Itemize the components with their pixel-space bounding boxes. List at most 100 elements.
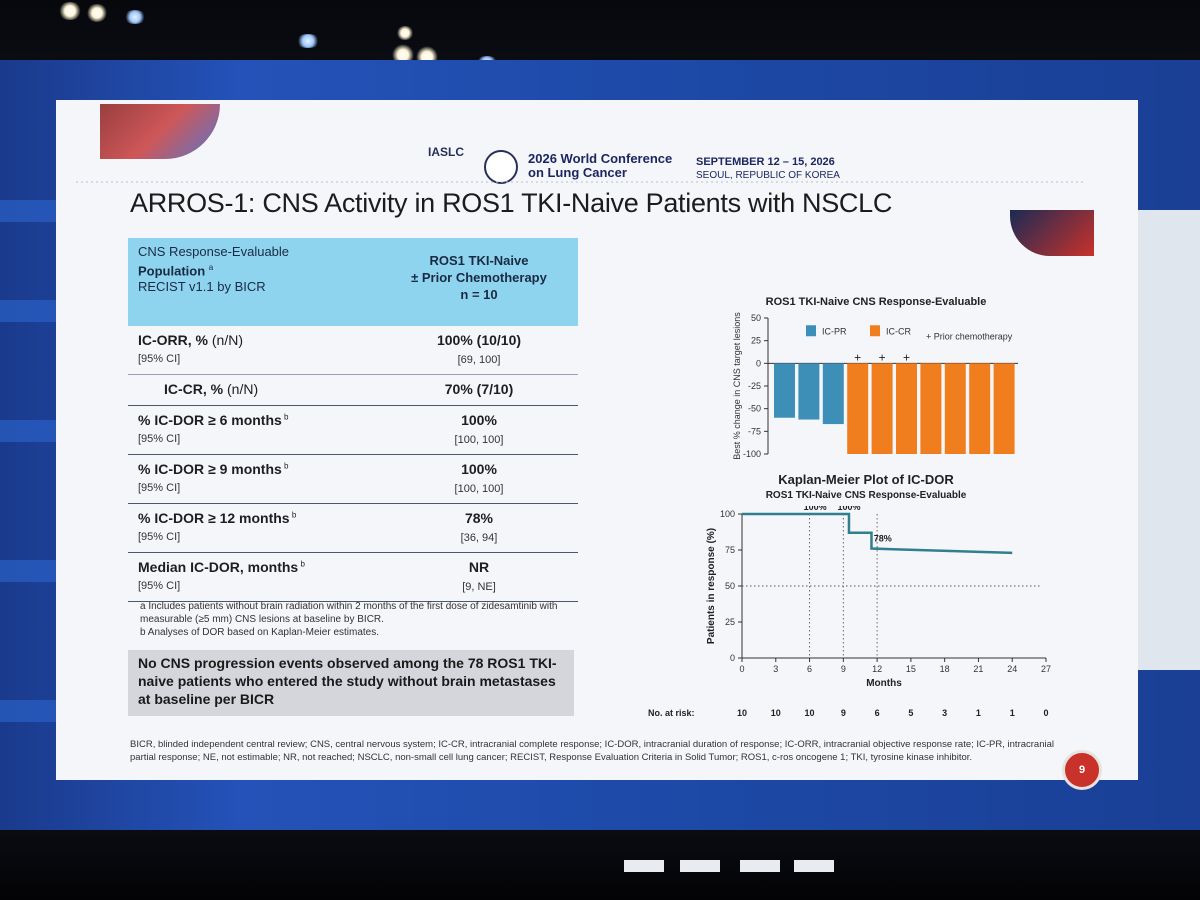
- row-ci: [100, 100]: [454, 434, 504, 446]
- km-x-tick-label: 12: [872, 664, 882, 674]
- y-tick-label: -100: [743, 449, 761, 459]
- header-left-line1: CNS Response-Evaluable: [138, 244, 290, 259]
- row-sub: [95% CI]: [138, 482, 181, 494]
- row-label: Median IC-DOR, months b: [138, 559, 305, 575]
- header-right-line2: ± Prior Chemotherapy: [411, 270, 547, 285]
- waterfall-bar: [774, 363, 795, 418]
- table-row: % IC-DOR ≥ 9 months b [95% CI] 100% [100…: [128, 455, 578, 504]
- waterfall-bar: [798, 363, 820, 420]
- waterfall-bar: [944, 363, 966, 454]
- header-dotted-rule: [76, 181, 1086, 183]
- y-tick-label: -25: [748, 381, 761, 391]
- km-subtitle: ROS1 TKI-Naive CNS Response-Evaluable: [765, 490, 967, 501]
- km-x-tick-label: 0: [739, 664, 744, 674]
- km-annotation: 100%: [837, 506, 860, 512]
- corner-artwork-right: [1010, 210, 1094, 256]
- waterfall-bar: [847, 363, 869, 454]
- y-tick-label: 0: [756, 358, 761, 368]
- at-risk-count: 5: [908, 708, 913, 718]
- km-y-tick-label: 50: [725, 581, 735, 591]
- header-right-line1: ROS1 TKI-Naive: [429, 253, 529, 268]
- table-header: CNS Response-Evaluable Population a RECI…: [128, 238, 578, 326]
- km-curve: [742, 512, 1013, 555]
- row-sub: [95% CI]: [138, 353, 181, 365]
- at-risk-count: 3: [942, 708, 947, 718]
- at-risk-count: 10: [771, 708, 781, 718]
- waterfall-bar: [871, 363, 893, 454]
- speaker-nameplate: [794, 860, 834, 872]
- at-risk-count: 9: [841, 708, 846, 718]
- at-risk-count: 10: [737, 708, 747, 718]
- slide-title: ARROS-1: CNS Activity in ROS1 TKI-Naive …: [130, 188, 893, 218]
- km-y-axis-label: Patients in response (%): [706, 528, 717, 644]
- km-x-tick-label: 3: [773, 664, 778, 674]
- page-number-badge: 9: [1062, 750, 1102, 790]
- table-row: IC-CR, % (n/N) 70% (7/10): [128, 375, 578, 406]
- km-x-tick-label: 9: [841, 664, 846, 674]
- legend-swatch-ic-cr: [870, 325, 880, 337]
- header-right-line3: n = 10: [460, 287, 498, 302]
- waterfall-bar: [993, 363, 1015, 454]
- row-sub: [95% CI]: [138, 580, 181, 592]
- led-stripe: [0, 420, 60, 442]
- waterfall-title: ROS1 TKI-Naive CNS Response-Evaluable: [765, 296, 987, 308]
- table-footnotes: a Includes patients without brain radiat…: [140, 600, 580, 639]
- legend-label-ic-cr: IC-CR: [886, 326, 911, 336]
- iaslc-logo: IASLC: [428, 145, 464, 159]
- y-tick-label: -75: [748, 426, 761, 436]
- km-x-tick-label: 6: [807, 664, 812, 674]
- at-risk-count: 10: [805, 708, 815, 718]
- km-annotation: 78%: [874, 534, 892, 544]
- row-ci: [100, 100]: [454, 483, 504, 495]
- ceiling-light: [86, 4, 108, 22]
- km-y-tick-label: 100: [720, 509, 735, 519]
- ceiling-light: [296, 34, 320, 48]
- at-risk-count: 0: [1043, 708, 1048, 718]
- legend-label-prior-chemo: + Prior chemotherapy: [926, 331, 1013, 341]
- at-risk-count: 1: [1010, 708, 1015, 718]
- km-annotation: 100%: [804, 506, 827, 512]
- km-title: Kaplan-Meier Plot of IC-DOR: [778, 472, 954, 487]
- led-stripe: [0, 560, 60, 582]
- prior-chemo-marker: +: [879, 350, 886, 364]
- row-value: 70% (7/10): [444, 381, 514, 397]
- at-risk-count: 1: [976, 708, 981, 718]
- speaker-nameplate: [680, 860, 720, 872]
- row-label: % IC-DOR ≥ 9 months b: [138, 461, 289, 477]
- km-x-tick-label: 21: [973, 664, 983, 674]
- header-left-line2: Population a: [138, 263, 214, 279]
- waterfall-bar: [822, 363, 844, 425]
- callout-box: No CNS progression events observed among…: [128, 650, 574, 716]
- conference-name: 2026 World Conference on Lung Cancer: [528, 151, 673, 180]
- y-tick-label: 50: [751, 313, 761, 323]
- presentation-slide: IASLC 2026 World Conference on Lung Canc…: [56, 100, 1138, 790]
- row-value: 78%: [464, 510, 494, 526]
- y-axis-label: Best % change in CNS target lesions: [732, 312, 742, 460]
- table-row: IC-ORR, % (n/N) [95% CI] 100% (10/10) [6…: [128, 326, 578, 375]
- header-cohort: ROS1 TKI-Naive ± Prior Chemotherapy n = …: [384, 252, 574, 303]
- side-screen: [1128, 210, 1200, 670]
- km-x-tick-label: 15: [906, 664, 916, 674]
- footnote-b: b Analyses of DOR based on Kaplan-Meier …: [140, 627, 380, 638]
- header-population: CNS Response-Evaluable Population a RECI…: [138, 244, 289, 295]
- row-value: NR: [468, 559, 490, 575]
- km-x-axis-label: Months: [866, 678, 902, 689]
- row-ci: [9, NE]: [462, 581, 496, 593]
- table-row: % IC-DOR ≥ 12 months b [95% CI] 78% [36,…: [128, 504, 578, 553]
- legend-swatch-ic-pr: [806, 325, 816, 337]
- waterfall-bar: [920, 363, 942, 454]
- conference-location: SEOUL, REPUBLIC OF KOREA: [696, 170, 840, 181]
- audience-area: [0, 830, 1200, 900]
- table-row: Median IC-DOR, months b [95% CI] NR [9, …: [128, 553, 578, 602]
- ceiling-light: [58, 2, 82, 20]
- led-stripe: [0, 300, 60, 322]
- row-label: % IC-DOR ≥ 12 months b: [138, 510, 297, 526]
- footnote-a: a Includes patients without brain radiat…: [140, 601, 558, 625]
- ceiling-light: [124, 10, 146, 24]
- led-stripe: [0, 200, 60, 222]
- header-left-line3: RECIST v1.1 by BICR: [138, 279, 266, 295]
- row-sub: [95% CI]: [138, 433, 181, 445]
- row-label: IC-CR, % (n/N): [164, 381, 259, 397]
- km-x-tick-label: 27: [1041, 664, 1051, 674]
